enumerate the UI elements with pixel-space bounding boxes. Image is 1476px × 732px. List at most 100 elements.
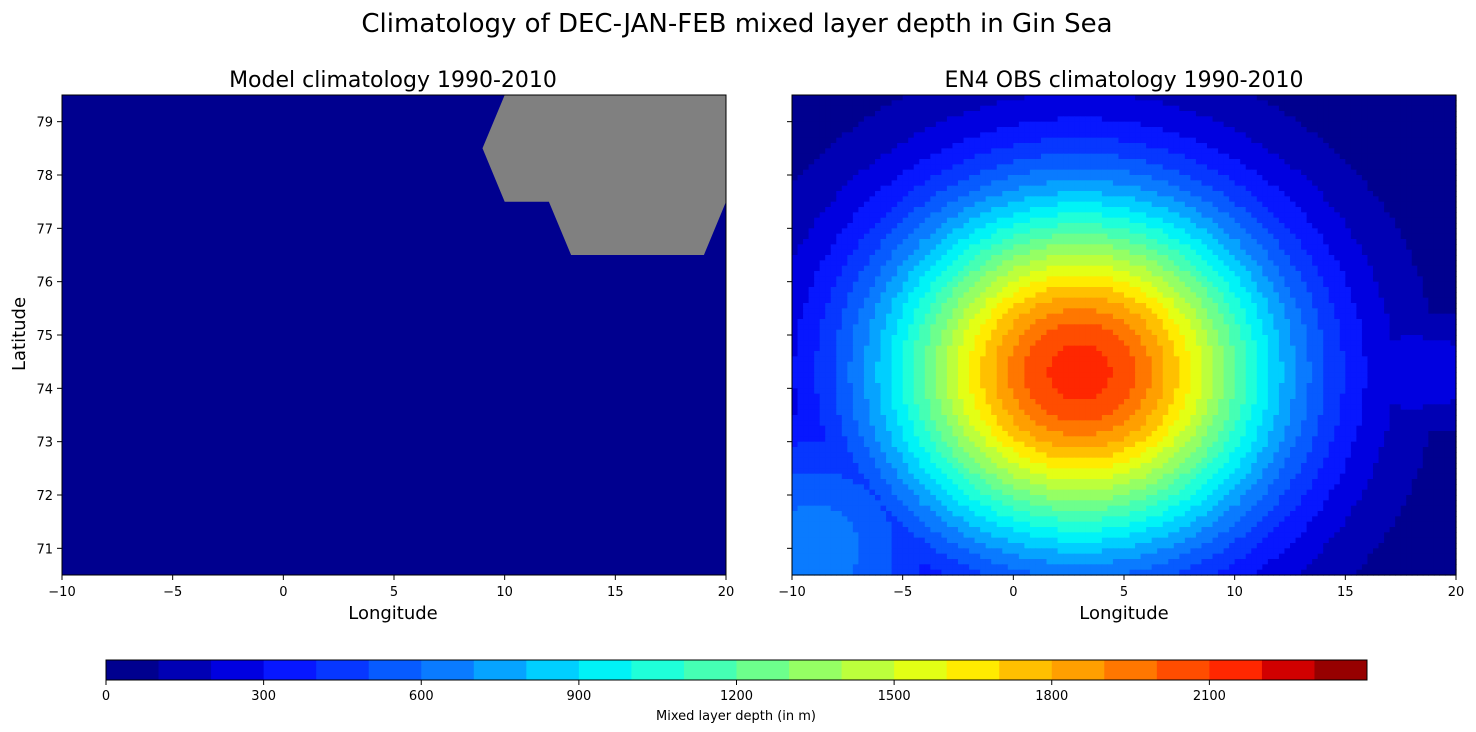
obs-field-cell [1184, 127, 1191, 133]
obs-field-cell [1306, 292, 1313, 299]
obs-field-cell [1389, 207, 1396, 213]
obs-field-cell [1218, 121, 1225, 128]
obs-field-cell [1179, 223, 1186, 229]
y-tick-label: 76 [36, 276, 53, 291]
obs-field-cell [1361, 276, 1369, 283]
obs-field-cell [863, 100, 871, 107]
obs-field-cell [952, 116, 959, 123]
obs-field-cell [935, 201, 942, 208]
obs-field-cell [1378, 308, 1385, 315]
obs-field-cell [1450, 217, 1457, 224]
obs-field-cell [963, 169, 970, 176]
obs-field-cell [880, 185, 887, 192]
obs-field-cell [1157, 127, 1164, 133]
obs-field-cell [969, 303, 976, 309]
obs-field-cell [875, 217, 882, 224]
obs-field-cell [1118, 196, 1125, 203]
obs-field-cell [825, 255, 832, 261]
obs-field-cell [1450, 287, 1457, 293]
obs-field-cell [1046, 159, 1053, 165]
obs-field-cell [1267, 265, 1274, 272]
obs-field-cell [1085, 196, 1092, 203]
obs-field-cell [858, 132, 865, 139]
obs-field-cell [1306, 121, 1313, 128]
obs-field-cell [1234, 191, 1241, 197]
obs-field-cell [1118, 228, 1125, 235]
obs-field-cell [1323, 239, 1330, 245]
obs-field-cell [1201, 207, 1208, 213]
obs-field-cell [852, 297, 859, 304]
obs-field-cell [852, 313, 859, 320]
obs-field-cell [958, 265, 965, 272]
obs-field-cell [869, 207, 876, 213]
obs-field-cell [1168, 143, 1175, 149]
obs-field-cell [1339, 153, 1346, 160]
obs-field-cell [1428, 271, 1435, 277]
obs-field-cell [1290, 116, 1297, 123]
obs-field-cell [908, 143, 915, 149]
obs-field-cell [891, 169, 898, 176]
obs-field-cell [792, 292, 799, 299]
obs-field-cell [1052, 137, 1059, 144]
obs-field-cell [1107, 239, 1114, 245]
obs-field-cell [1295, 207, 1302, 213]
obs-field-cell [869, 271, 876, 277]
obs-field-cell [1035, 212, 1042, 219]
obs-field-cell [1417, 249, 1424, 256]
obs-field-cell [1090, 308, 1097, 315]
obs-field-cell [919, 153, 926, 160]
obs-field-cell [1306, 233, 1313, 240]
obs-field-cell [1334, 95, 1341, 101]
obs-field-cell [1273, 292, 1280, 299]
obs-field-cell [1444, 201, 1452, 208]
obs-field-cell [1251, 292, 1258, 299]
obs-field-cell [1328, 132, 1335, 139]
obs-field-cell [1195, 297, 1203, 304]
obs-field-cell [1079, 265, 1086, 272]
obs-field-cell [1201, 217, 1208, 224]
obs-field-cell [858, 116, 865, 123]
obs-field-cell [841, 249, 848, 256]
obs-field-cell [1068, 287, 1075, 293]
obs-field-cell [1118, 159, 1125, 165]
obs-field-cell [1384, 244, 1391, 251]
obs-field-cell [797, 127, 804, 133]
obs-field-cell [1013, 159, 1020, 165]
obs-field-cell [1046, 175, 1053, 181]
obs-field-cell [819, 111, 826, 117]
obs-field-cell [1018, 196, 1025, 203]
obs-field-cell [1406, 127, 1413, 133]
obs-field-cell [996, 191, 1003, 197]
obs-field-cell [792, 95, 799, 101]
obs-field-cell [797, 313, 804, 320]
obs-field-cell [1234, 271, 1241, 277]
obs-field-cell [1079, 169, 1086, 176]
obs-field-cell [847, 297, 854, 304]
obs-field-cell [891, 196, 898, 203]
obs-field-cell [875, 308, 882, 315]
obs-field-cell [958, 249, 965, 256]
obs-field-cell [919, 297, 926, 304]
obs-field-cell [841, 313, 848, 320]
obs-field-cell [814, 100, 821, 107]
obs-field-cell [930, 217, 937, 224]
obs-field-cell [946, 180, 954, 187]
obs-field-cell [1444, 169, 1452, 176]
obs-field-cell [1085, 308, 1092, 315]
obs-field-cell [1339, 148, 1346, 155]
obs-field-cell [1433, 228, 1440, 235]
obs-field-cell [1002, 292, 1009, 299]
obs-field-cell [1323, 132, 1330, 139]
obs-field-cell [1389, 239, 1396, 245]
obs-field-cell [991, 217, 998, 224]
obs-field-cell [996, 233, 1003, 240]
obs-field-cell [1190, 265, 1197, 272]
obs-field-cell [980, 308, 987, 315]
obs-field-cell [1068, 297, 1075, 304]
obs-field-cell [1301, 303, 1308, 309]
obs-field-cell [1041, 169, 1048, 176]
obs-field-cell [1361, 281, 1369, 288]
obs-field-cell [1273, 105, 1280, 112]
obs-field-cell [1367, 201, 1374, 208]
obs-field-cell [1367, 116, 1374, 123]
